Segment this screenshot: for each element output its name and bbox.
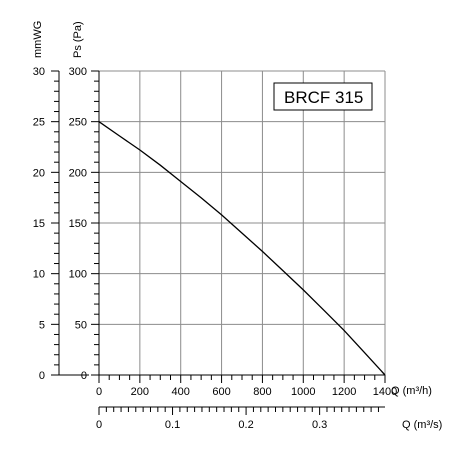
y-tick-label: 0 bbox=[81, 370, 87, 382]
curve-series bbox=[98, 121, 386, 376]
mmwg-tick-label: 30 bbox=[33, 66, 45, 78]
x2-tick-label: 0 bbox=[96, 419, 102, 431]
x2-tick-label: 0.3 bbox=[312, 419, 327, 431]
x-tick-label: 1200 bbox=[332, 386, 356, 398]
model-label-box bbox=[273, 82, 373, 111]
tick-marks bbox=[51, 70, 386, 415]
x-tick-label: 600 bbox=[212, 386, 230, 398]
x-tick-label: 0 bbox=[96, 386, 102, 398]
x-tick-label: 800 bbox=[253, 386, 271, 398]
mmwg-tick-label: 10 bbox=[33, 269, 45, 281]
model-label: BRCF 315 bbox=[284, 88, 363, 107]
y-tick-label: 50 bbox=[75, 319, 87, 331]
x-tick-label: 200 bbox=[131, 386, 149, 398]
left-axis-title: mmWG bbox=[32, 21, 44, 58]
x2-axis-title: Q (m³/s) bbox=[402, 419, 442, 431]
performance-curve bbox=[98, 121, 386, 376]
y-axis-title: Ps (Pa) bbox=[72, 21, 84, 58]
grid-lines bbox=[99, 71, 385, 375]
mmwg-tick-label: 0 bbox=[39, 370, 45, 382]
x-axis-title: Q (m³/h) bbox=[391, 385, 432, 397]
x2-tick-label: 0.2 bbox=[238, 419, 253, 431]
mmwg-tick-label: 5 bbox=[39, 319, 45, 331]
y-tick-label: 250 bbox=[69, 117, 87, 129]
y-tick-label: 100 bbox=[69, 269, 87, 281]
y-tick-label: 300 bbox=[69, 66, 87, 78]
mmwg-tick-label: 20 bbox=[33, 167, 45, 179]
x-tick-label: 400 bbox=[172, 386, 190, 398]
x-tick-label: 1000 bbox=[291, 386, 315, 398]
y-tick-label: 200 bbox=[69, 167, 87, 179]
mmwg-tick-label: 25 bbox=[33, 117, 45, 129]
y-tick-label: 150 bbox=[69, 218, 87, 230]
mmwg-tick-label: 15 bbox=[33, 218, 45, 230]
x-tick-label: 1400 bbox=[373, 386, 397, 398]
x2-tick-label: 0.1 bbox=[165, 419, 180, 431]
